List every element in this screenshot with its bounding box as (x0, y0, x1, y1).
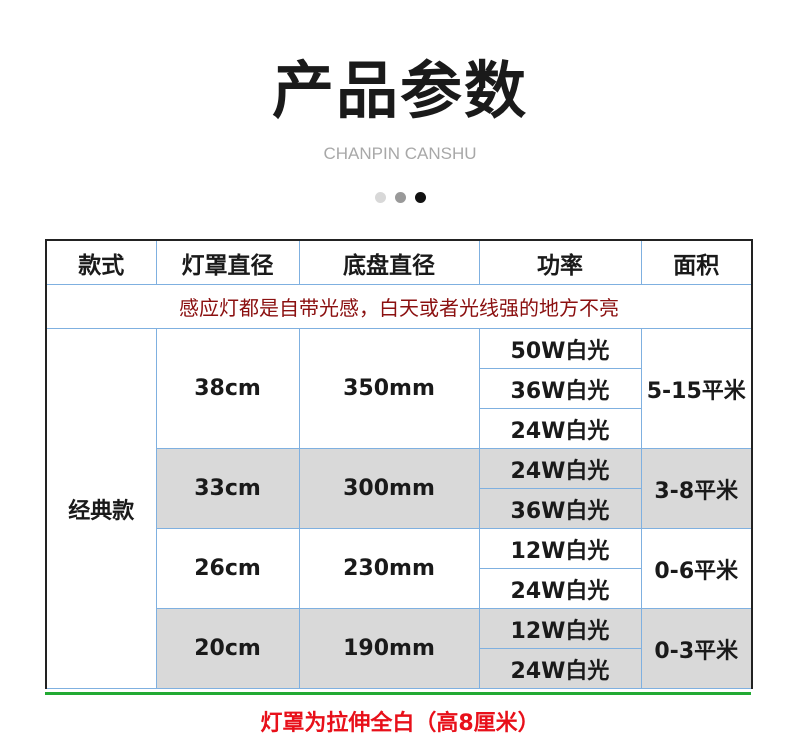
header-power: 功率 (478, 239, 642, 285)
divider (45, 692, 751, 695)
page-subtitle: CHANPIN CANSHU (323, 144, 477, 163)
page-title: 产品参数 (271, 54, 528, 127)
style-cell: 经典款 (45, 328, 157, 689)
header-shade: 灯罩直径 (155, 239, 300, 285)
shade-cell: 33cm (155, 448, 300, 529)
base-cell: 300mm (298, 448, 480, 529)
power-cell: 24W白光 (478, 648, 642, 689)
power-cell: 36W白光 (478, 488, 642, 529)
footer-note: 灯罩为拉伸全白（高8厘米） (260, 711, 540, 736)
area-cell: 0-3平米 (640, 608, 753, 689)
note-row: 感应灯都是自带光感，白天或者光线强的地方不亮 (45, 284, 753, 329)
carousel-dots (375, 192, 426, 203)
area-cell: 5-15平米 (640, 328, 753, 449)
shade-cell: 20cm (155, 608, 300, 689)
dot-2 (395, 192, 406, 203)
area-cell: 0-6平米 (640, 528, 753, 609)
base-cell: 190mm (298, 608, 480, 689)
power-cell: 50W白光 (478, 328, 642, 369)
power-cell: 36W白光 (478, 368, 642, 409)
shade-cell: 38cm (155, 328, 300, 449)
spec-table: 款式 灯罩直径 底盘直径 功率 面积 感应灯都是自带光感，白天或者光线强的地方不… (45, 239, 753, 689)
dot-3 (415, 192, 426, 203)
header-area: 面积 (640, 239, 753, 285)
power-cell: 12W白光 (478, 608, 642, 649)
header-row: 款式 灯罩直径 底盘直径 功率 面积 (45, 239, 753, 285)
header-style: 款式 (45, 239, 157, 285)
power-cell: 12W白光 (478, 528, 642, 569)
header-base: 底盘直径 (298, 239, 480, 285)
area-cell: 3-8平米 (640, 448, 753, 529)
power-cell: 24W白光 (478, 568, 642, 609)
base-cell: 230mm (298, 528, 480, 609)
dot-1 (375, 192, 386, 203)
shade-cell: 26cm (155, 528, 300, 609)
power-cell: 24W白光 (478, 448, 642, 489)
base-cell: 350mm (298, 328, 480, 449)
power-cell: 24W白光 (478, 408, 642, 449)
